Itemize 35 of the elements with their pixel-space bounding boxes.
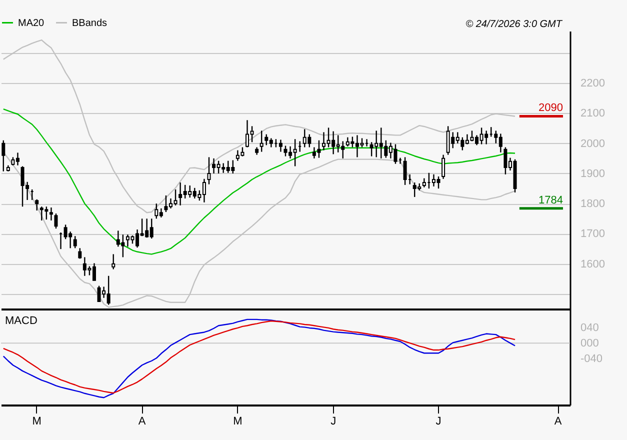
y-tick-label: 040	[580, 322, 599, 334]
candlestick	[112, 254, 116, 270]
y-tick-label: 000	[580, 338, 599, 350]
x-tick-label: M	[233, 416, 242, 428]
candlestick	[403, 156, 407, 186]
candlestick	[207, 156, 211, 185]
candlestick	[278, 139, 282, 152]
legend-label: BBands	[72, 18, 108, 29]
y-tick-label: 1700	[580, 228, 605, 240]
candlestick	[35, 198, 39, 212]
candlestick	[2, 140, 6, 172]
y-tick-label: 2100	[580, 108, 605, 120]
candlestick	[422, 178, 426, 188]
y-tick-label: -040	[580, 353, 603, 366]
x-tick-label: M	[32, 416, 42, 428]
ref-line-label: 2090	[538, 102, 563, 114]
candlestick	[49, 206, 53, 222]
x-tick-label: A	[138, 416, 146, 428]
candlestick	[73, 236, 77, 249]
x-tick-label: A	[554, 416, 562, 428]
y-tick-label: 1600	[580, 258, 605, 270]
x-tick-label: J	[436, 416, 442, 428]
candlestick	[54, 212, 58, 230]
y-tick-label: 1800	[580, 198, 605, 210]
ref-line-label: 1784	[538, 194, 563, 206]
y-tick-label: 1900	[580, 168, 605, 180]
line-series	[2, 108, 516, 255]
text: © 24/7/2026 3:0 GMT	[466, 19, 563, 30]
legend-label: MA20	[18, 18, 45, 29]
x-tick-label: J	[330, 416, 336, 428]
candlestick	[260, 130, 264, 152]
candlestick	[442, 154, 446, 180]
y-tick-label: 2200	[580, 78, 605, 90]
text: MACD	[5, 315, 38, 327]
y-tick-label: 2000	[580, 138, 605, 150]
